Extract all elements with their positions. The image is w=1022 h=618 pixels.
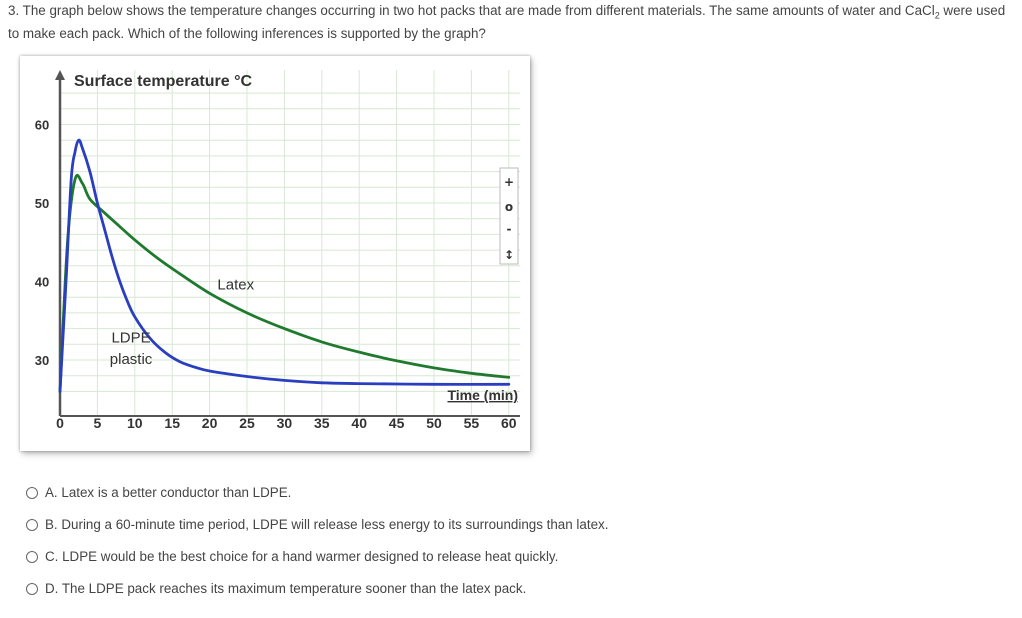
radio-d[interactable]	[26, 583, 38, 595]
x-tick-label: 10	[127, 415, 143, 431]
series-annotation: LDPE	[111, 330, 150, 347]
question-body-start: The graph below shows the temperature ch…	[22, 3, 935, 18]
zoom-toolbar: + o - ↕	[499, 167, 519, 265]
x-tick-label: 50	[426, 415, 442, 431]
x-tick-label: 20	[202, 415, 218, 431]
option-a[interactable]: A. Latex is a better conductor than LDPE…	[26, 485, 726, 517]
zoom-toolbar-frame	[499, 167, 519, 265]
zoom-in-icon[interactable]: +	[504, 175, 514, 189]
radio-a[interactable]	[26, 487, 38, 499]
x-tick-label: 15	[164, 415, 180, 431]
zoom-reset-icon[interactable]: o	[505, 200, 513, 214]
x-axis-label: Time (min)	[447, 387, 518, 403]
y-tick-label: 40	[35, 275, 49, 290]
option-c[interactable]: C. LDPE would be the best choice for a h…	[26, 549, 726, 581]
chart-labels: Surface temperature °C Time (min) Latex LDP…	[74, 73, 518, 403]
pan-icon[interactable]: ↕	[504, 248, 514, 262]
temperature-chart: 30 40 50 60 0 5 10 15 20 25 30 35 40 45 50 55 60 Surface…	[35, 70, 520, 431]
formula-subscript: 2	[934, 10, 940, 21]
x-tick-label: 0	[56, 415, 64, 431]
y-tick-label: 30	[35, 353, 49, 368]
chart-title: Surface temperature °C	[74, 73, 252, 90]
x-tick-label: 25	[239, 415, 255, 431]
chart-grid	[60, 70, 520, 416]
zoom-out-icon[interactable]: -	[507, 222, 512, 236]
series-annotation: Latex	[217, 276, 254, 293]
y-tick-label: 60	[35, 118, 49, 133]
x-tick-label: 55	[464, 415, 480, 431]
series-line-latex	[58, 174, 511, 393]
option-d-label: D. The LDPE pack reaches its maximum tem…	[45, 581, 527, 596]
x-tick-label: 40	[351, 415, 367, 431]
question-text: 3. The graph below shows the temperature…	[8, 2, 1013, 43]
chart-axes: 30 40 50 60 0 5 10 15 20 25 30 35 40 45 50 55 60	[35, 70, 520, 431]
x-tick-label: 45	[389, 415, 405, 431]
x-tick-label: 60	[501, 415, 517, 431]
option-c-label: C. LDPE would be the best choice for a h…	[45, 549, 559, 564]
answer-options: A. Latex is a better conductor than LDPE…	[26, 485, 726, 613]
x-tick-label: 35	[314, 415, 330, 431]
series-annotation: plastic	[110, 351, 153, 368]
chart-series	[58, 138, 511, 393]
question-body-end: were used to make each pack. Which of th…	[8, 3, 1006, 41]
option-b-label: B. During a 60-minute time period, LDPE …	[45, 517, 609, 532]
question-number: 3.	[8, 3, 20, 18]
option-b[interactable]: B. During a 60-minute time period, LDPE …	[26, 517, 726, 549]
y-axis-arrow	[55, 70, 65, 80]
series-line-ldpe-plastic	[58, 138, 511, 393]
option-a-label: A. Latex is a better conductor than LDPE…	[45, 485, 292, 500]
chart-container: 30 40 50 60 0 5 10 15 20 25 30 35 40 45 50 55 60 Surface…	[20, 56, 530, 451]
radio-c[interactable]	[26, 551, 38, 563]
y-tick-label: 50	[35, 196, 49, 211]
radio-b[interactable]	[26, 519, 38, 531]
x-tick-label: 5	[94, 415, 102, 431]
option-d[interactable]: D. The LDPE pack reaches its maximum tem…	[26, 581, 726, 613]
x-tick-label: 30	[277, 415, 293, 431]
